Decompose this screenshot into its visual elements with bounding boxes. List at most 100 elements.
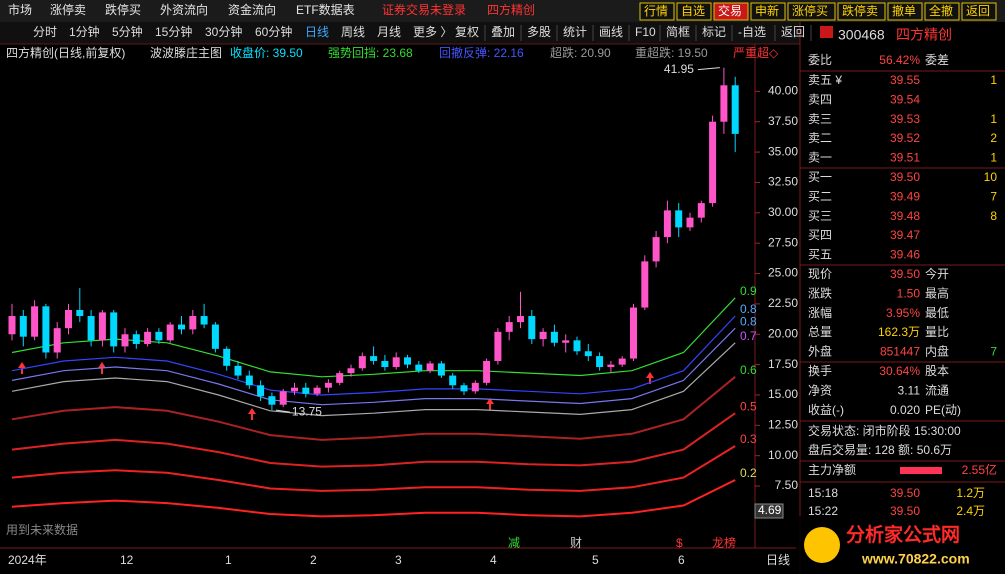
book-label: 卖二	[808, 131, 832, 145]
time-label: 3	[395, 553, 402, 567]
band-line	[11, 297, 736, 378]
candle-body	[596, 356, 604, 368]
menu-button[interactable]	[924, 2, 960, 21]
period-tab[interactable]: 1分钟	[69, 24, 100, 39]
stat-value: 39.50	[890, 267, 920, 281]
tick-volume: 2.4万	[956, 504, 985, 518]
period-tab[interactable]: 更多 〉	[413, 25, 452, 39]
menu-item[interactable]: 跌停买	[105, 2, 141, 17]
buy-arrow	[18, 362, 26, 374]
tool-button[interactable]: 统计	[563, 25, 587, 39]
menu-button-label[interactable]: 自选	[681, 4, 705, 18]
menu-button[interactable]	[639, 2, 675, 21]
period-tab[interactable]: 月线	[377, 25, 401, 39]
tick-time: 15:18	[808, 486, 838, 500]
tool-button[interactable]: F10	[635, 25, 656, 39]
menu-button-label[interactable]: 撤单	[892, 3, 916, 18]
menu-item[interactable]: 资金流向	[228, 2, 276, 17]
tick-volume: 1.2万	[956, 486, 985, 500]
book-price: 39.55	[890, 73, 920, 87]
stat-value: 30.64%	[879, 364, 920, 378]
buy-arrow	[646, 372, 654, 384]
y-tick-label: 10.00	[768, 448, 798, 462]
candle-body	[618, 358, 626, 365]
menu-button-label[interactable]: 申新	[755, 3, 779, 18]
indicator-value: 超跌: 20.90	[550, 45, 611, 60]
tool-button[interactable]: -自选	[738, 25, 766, 39]
y-tick-label: 12.50	[768, 418, 798, 432]
candle-body	[584, 351, 592, 357]
candle-body	[200, 316, 208, 325]
trade-status: 交易状态: 闭市阶段 15:30:00	[808, 423, 961, 438]
candle-body	[245, 375, 253, 386]
menu-button[interactable]	[961, 2, 997, 21]
book-volume: 1	[990, 112, 997, 126]
candle-body	[686, 217, 694, 228]
tool-button[interactable]: 标记	[702, 25, 726, 39]
book-price: 39.46	[890, 247, 920, 261]
book-volume: 10	[984, 170, 998, 184]
book-label: 买一	[808, 170, 832, 184]
y-tick-label: 17.50	[768, 357, 798, 371]
candle-body	[257, 385, 265, 397]
menu-button-label[interactable]: 返回	[966, 4, 990, 18]
tool-button[interactable]: 画线	[599, 25, 623, 39]
band-line	[11, 327, 736, 406]
candle-body	[573, 340, 581, 352]
indicator-name: 四方精创(日线,前复权)	[6, 45, 125, 60]
stat-label: 现价	[808, 267, 832, 281]
menu-button-label[interactable]: 行情	[644, 4, 668, 18]
stat-label: 收益(-)	[808, 403, 844, 417]
menu-button[interactable]	[676, 2, 712, 21]
candle-body	[404, 357, 411, 365]
period-tab[interactable]: 日线	[305, 25, 329, 39]
candle-body	[53, 328, 61, 353]
menu-item[interactable]: ETF数据表	[296, 2, 355, 17]
event-marker: $	[676, 536, 683, 550]
stat-value: 3.11	[898, 384, 921, 398]
band-line	[11, 376, 736, 441]
ratio-value: 56.42%	[879, 53, 920, 67]
menu-button-label[interactable]: 跌停卖	[842, 3, 878, 18]
menu-button-label[interactable]: 交易	[718, 3, 742, 18]
menu-button-label[interactable]: 全撤	[929, 3, 953, 18]
menu-item[interactable]: 涨停卖	[50, 2, 86, 17]
period-tab[interactable]: 60分钟	[255, 24, 292, 39]
book-price: 39.47	[890, 228, 920, 242]
event-marker: 财	[570, 536, 582, 550]
menu-item[interactable]: 外资流向	[160, 2, 208, 17]
menu-button[interactable]	[787, 2, 836, 21]
menu-button[interactable]	[750, 2, 786, 21]
period-tab[interactable]: 5分钟	[112, 24, 143, 39]
y-tick-label: 7.50	[775, 478, 799, 492]
period-tab[interactable]: 30分钟	[205, 24, 242, 39]
time-label: 2	[310, 553, 317, 567]
band-label: 0.9	[740, 284, 757, 298]
candle-body	[381, 360, 389, 368]
stat-label: 内盘	[925, 343, 949, 358]
tool-button[interactable]: 多股	[527, 25, 551, 39]
book-volume: 1	[990, 150, 997, 164]
indicator-value: 重超跌: 19.50	[635, 45, 708, 60]
time-label: 6	[678, 553, 685, 567]
signals	[18, 362, 654, 420]
tool-button[interactable]: 简框	[666, 25, 690, 39]
candle-body	[449, 375, 457, 386]
book-price: 39.50	[890, 170, 920, 184]
menu-stock: 四方精创	[487, 2, 535, 17]
period-tab[interactable]: 15分钟	[155, 24, 192, 39]
candle-body	[223, 348, 231, 366]
stat-value: 162.3万	[878, 325, 920, 339]
menu-button[interactable]	[837, 2, 886, 21]
menu-button[interactable]	[887, 2, 923, 21]
tool-button[interactable]: 叠加	[491, 25, 515, 39]
period-tab[interactable]: 周线	[341, 25, 365, 39]
menu-item[interactable]: 市场	[8, 2, 32, 17]
candle-body	[483, 360, 491, 383]
tool-button[interactable]: 复权	[455, 25, 479, 39]
menu-button[interactable]	[713, 2, 749, 21]
candle-body	[132, 334, 140, 344]
tool-button[interactable]: 返回	[781, 25, 805, 39]
menu-button-label[interactable]: 涨停买	[792, 3, 828, 18]
period-tab[interactable]: 分时	[33, 25, 57, 39]
